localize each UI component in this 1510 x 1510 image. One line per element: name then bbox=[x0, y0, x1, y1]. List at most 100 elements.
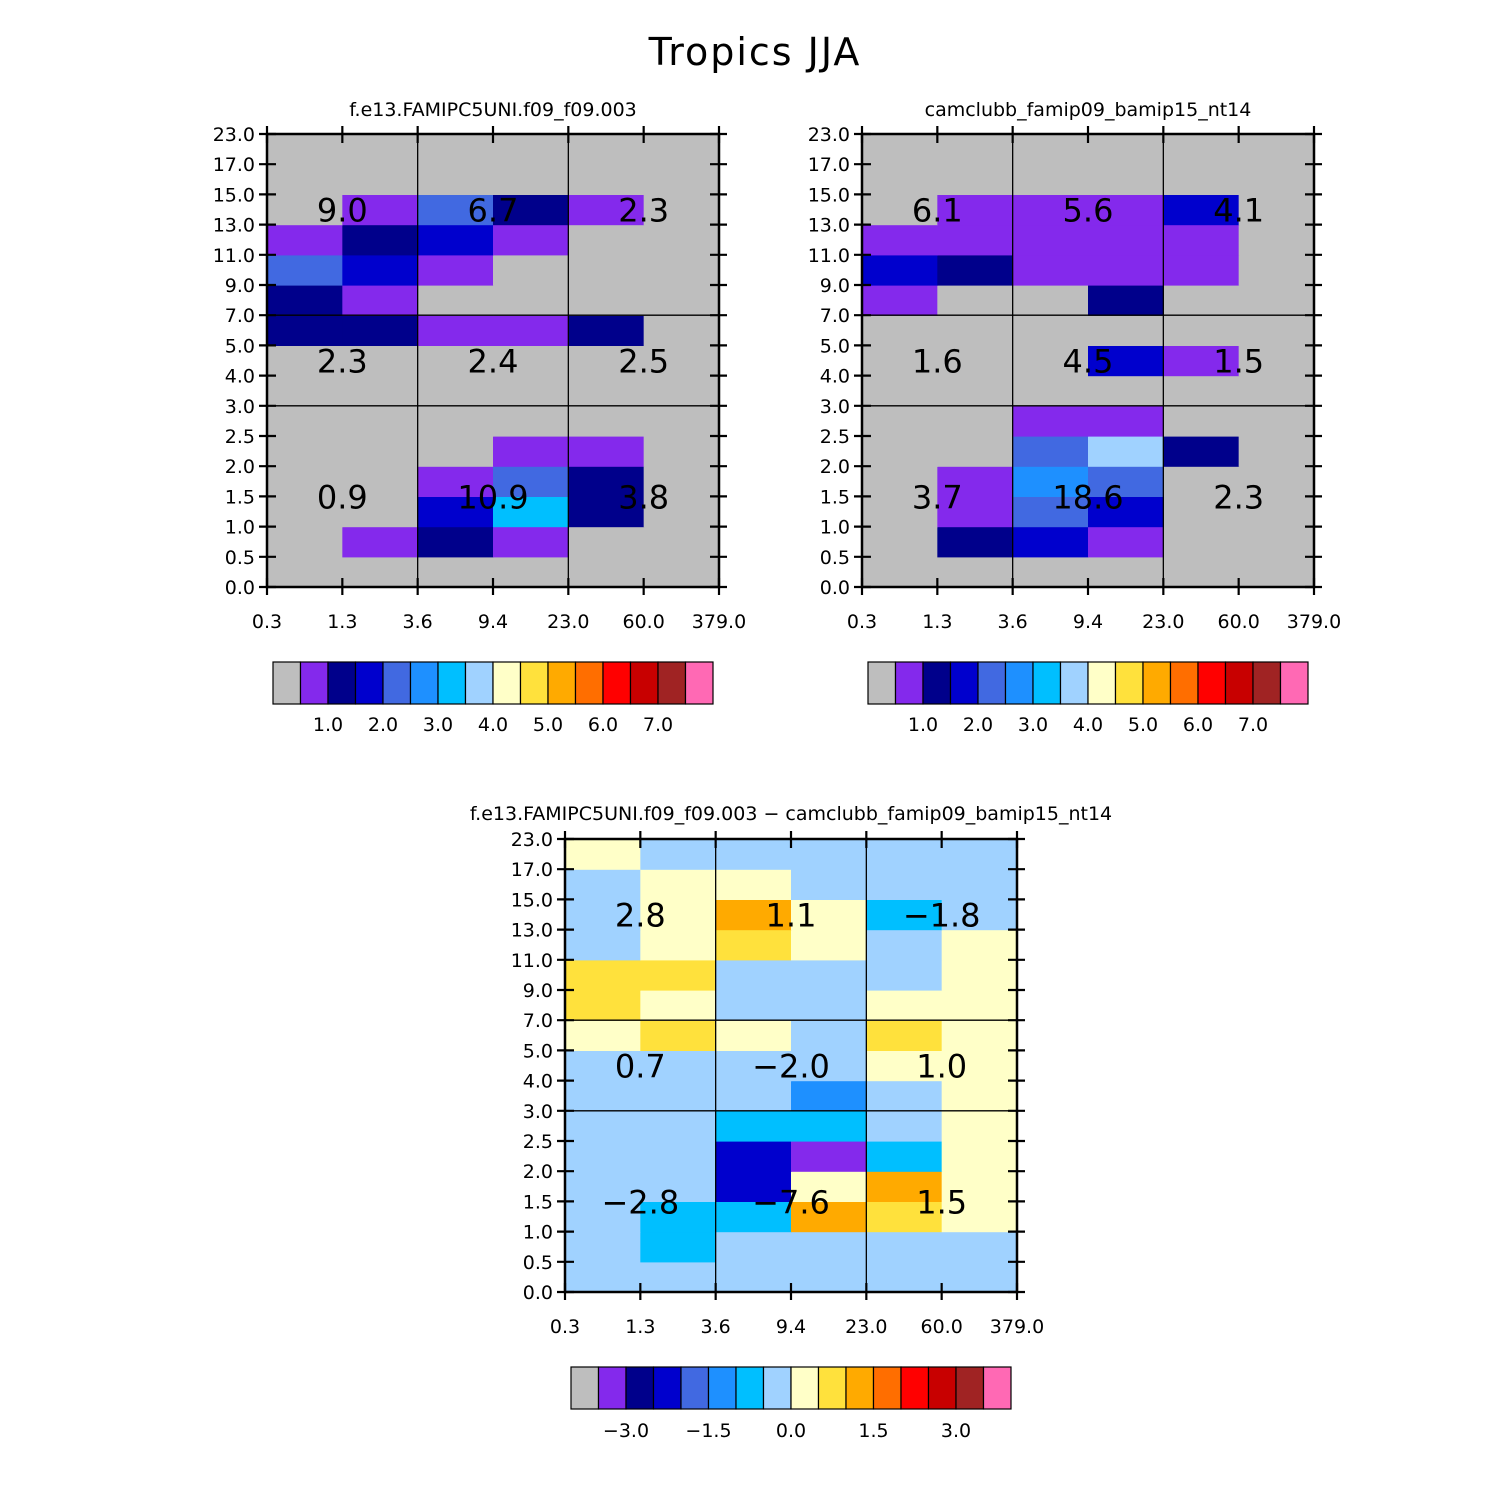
y-tick-label: 15.0 bbox=[213, 184, 255, 206]
heatmap-cell bbox=[791, 899, 867, 931]
heatmap-cell bbox=[267, 556, 343, 588]
heatmap-cell bbox=[791, 959, 867, 991]
y-tick-label: 1.5 bbox=[523, 1191, 553, 1213]
y-tick-label: 1.5 bbox=[820, 486, 850, 508]
heatmap-cell bbox=[1163, 194, 1240, 226]
colorbar-box bbox=[900, 1366, 930, 1410]
colorbar-box bbox=[574, 661, 604, 705]
colorbar-box bbox=[625, 1366, 655, 1410]
section-total: 2.4 bbox=[468, 343, 519, 381]
colorbar-box bbox=[1087, 661, 1117, 705]
x-tick-label: 3.6 bbox=[403, 611, 433, 633]
heatmap-cell bbox=[267, 345, 343, 377]
heatmap-cell bbox=[493, 496, 569, 528]
heatmap-cell bbox=[568, 254, 645, 286]
heatmap-cell bbox=[417, 405, 494, 437]
heatmap-cell bbox=[866, 1110, 943, 1142]
heatmap-cell bbox=[862, 134, 938, 165]
panel-2: camclubb_famip09_bamip15_nt14 3.7 18.6 2.3 1… bbox=[808, 99, 1342, 736]
heatmap-cell bbox=[941, 1201, 1018, 1233]
heatmap-cell bbox=[342, 526, 419, 558]
heatmap-cell bbox=[568, 315, 645, 346]
heatmap-cell bbox=[862, 556, 938, 588]
y-tick-label: 11.0 bbox=[808, 245, 850, 267]
heatmap-cell bbox=[1238, 436, 1315, 467]
heatmap-cell bbox=[417, 134, 494, 165]
heatmap-cell bbox=[1163, 405, 1240, 437]
colorbar-label: 7.0 bbox=[643, 714, 673, 736]
heatmap-cell bbox=[1012, 194, 1089, 226]
colorbar-box bbox=[629, 661, 659, 705]
section-total: 1.1 bbox=[766, 897, 817, 935]
heatmap-cell bbox=[937, 496, 1014, 528]
y-tick-label: 17.0 bbox=[511, 859, 553, 881]
heatmap-cell bbox=[342, 224, 419, 256]
heatmap-cell bbox=[342, 254, 419, 286]
heatmap-cell bbox=[937, 194, 1014, 226]
colorbar-box bbox=[437, 661, 467, 705]
y-tick-label: 5.0 bbox=[523, 1040, 553, 1062]
heatmap-cell bbox=[493, 345, 569, 377]
heatmap-cell bbox=[941, 1141, 1018, 1172]
section-total: 6.7 bbox=[468, 192, 519, 230]
heatmap-cell bbox=[941, 1261, 1018, 1293]
heatmap-cell bbox=[568, 405, 645, 437]
y-tick-label: 2.5 bbox=[523, 1131, 553, 1153]
heatmap-cell bbox=[1238, 254, 1315, 286]
heatmap-cell bbox=[342, 405, 419, 437]
section-total: −1.8 bbox=[903, 897, 981, 935]
heatmap-cell bbox=[342, 496, 419, 528]
colorbar-label: 0.0 bbox=[776, 1420, 806, 1442]
heatmap-cell bbox=[493, 224, 569, 256]
heatmap-cell bbox=[643, 254, 720, 286]
heatmap-cell bbox=[643, 496, 720, 528]
heatmap-cell bbox=[267, 224, 343, 256]
heatmap-cell bbox=[937, 315, 1014, 346]
heatmap-cell bbox=[1012, 345, 1089, 377]
heatmap-cell bbox=[715, 1110, 792, 1142]
heatmap-cell bbox=[1163, 164, 1240, 195]
panel-title: f.e13.FAMIPC5UNI.f09_f09.003 bbox=[349, 99, 637, 121]
y-tick-label: 4.0 bbox=[523, 1071, 553, 1093]
heatmap-cell bbox=[715, 1141, 792, 1172]
heatmap-cell bbox=[715, 899, 792, 931]
heatmap-cell bbox=[643, 164, 720, 195]
heatmap-cell bbox=[862, 496, 938, 528]
heatmap-cell bbox=[937, 224, 1014, 256]
heatmap-cell bbox=[1238, 345, 1315, 377]
heatmap-cell bbox=[342, 375, 419, 407]
heatmap-cell bbox=[267, 496, 343, 528]
heatmap-cell bbox=[1238, 556, 1315, 588]
heatmap-cell bbox=[791, 1231, 867, 1263]
section-total: 1.5 bbox=[916, 1183, 967, 1221]
heatmap-cell bbox=[493, 405, 569, 437]
colorbar-box bbox=[845, 1366, 875, 1410]
heatmap-cell bbox=[1163, 466, 1240, 497]
section-total: 2.3 bbox=[317, 343, 368, 381]
x-tick-label: 379.0 bbox=[692, 611, 746, 633]
heatmap-cell bbox=[1088, 375, 1164, 407]
y-tick-label: 0.5 bbox=[225, 547, 255, 569]
heatmap-cell bbox=[493, 375, 569, 407]
heatmap-cell bbox=[640, 1020, 717, 1051]
y-tick-label: 11.0 bbox=[213, 245, 255, 267]
heatmap-cell bbox=[1163, 556, 1240, 588]
section-total: 2.8 bbox=[615, 897, 666, 935]
section-total: 1.5 bbox=[1213, 343, 1264, 381]
y-tick-label: 1.0 bbox=[225, 517, 255, 539]
heatmap-cell bbox=[715, 839, 792, 870]
colorbar-label: 6.0 bbox=[588, 714, 618, 736]
heatmap-cell bbox=[937, 405, 1014, 437]
heatmap-cell bbox=[1238, 134, 1315, 165]
colorbar-label: 7.0 bbox=[1238, 714, 1268, 736]
heatmap-cell bbox=[342, 285, 419, 316]
heatmap-cell bbox=[643, 134, 720, 165]
section-total: 2.5 bbox=[618, 343, 669, 381]
section-total: 0.9 bbox=[317, 478, 368, 516]
heatmap-cell bbox=[417, 375, 494, 407]
heatmap-cell bbox=[417, 345, 494, 377]
heatmap-cell bbox=[862, 194, 938, 226]
heatmap-cell bbox=[640, 869, 717, 900]
heatmap-cell bbox=[862, 405, 938, 437]
heatmap-cell bbox=[866, 1050, 943, 1082]
